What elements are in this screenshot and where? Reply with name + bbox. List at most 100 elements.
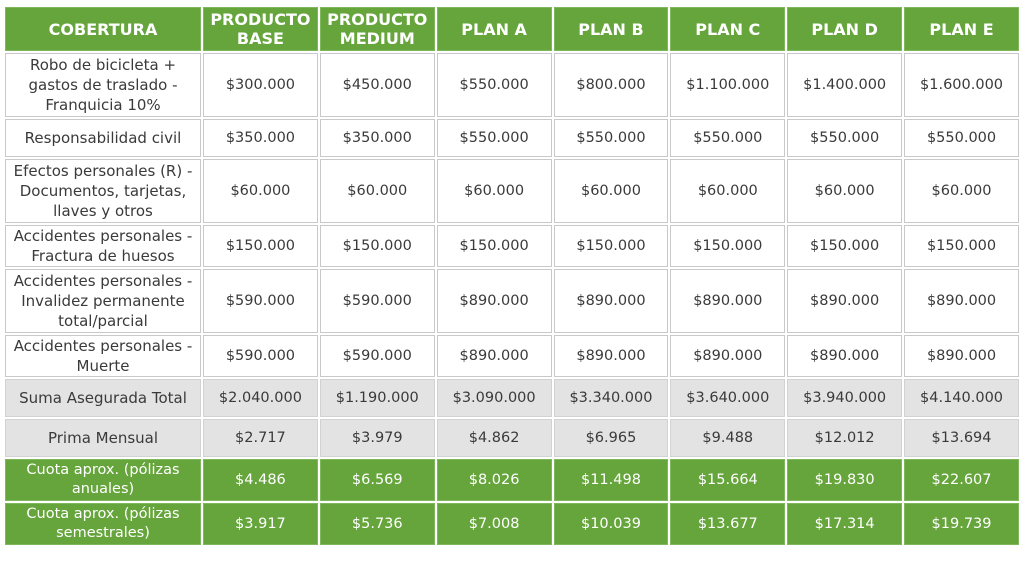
cell-value: $150.000: [553, 225, 669, 267]
header-plan-a: PLAN A: [436, 7, 552, 51]
cell-value: $3.640.000: [670, 379, 786, 417]
row-label: Responsabilidad civil: [5, 119, 201, 157]
row-label: Cuota aprox. (pólizas semestrales): [5, 503, 201, 545]
cell-value: $890.000: [787, 269, 903, 333]
row-label: Cuota aprox. (pólizas anuales): [5, 459, 201, 501]
coverage-table: COBERTURA PRODUCTO BASE PRODUCTO MEDIUM …: [3, 5, 1021, 547]
table-row: Responsabilidad civil $350.000 $350.000 …: [5, 119, 1019, 157]
cell-value: $890.000: [553, 269, 669, 333]
cell-value: $150.000: [904, 225, 1019, 267]
row-label: Prima Mensual: [5, 419, 201, 457]
header-plan-c: PLAN C: [670, 7, 786, 51]
cell-value: $9.488: [670, 419, 786, 457]
cell-value: $1.400.000: [787, 53, 903, 117]
cell-value: $550.000: [670, 119, 786, 157]
cell-value: $590.000: [319, 269, 435, 333]
header-producto-medium: PRODUCTO MEDIUM: [319, 7, 435, 51]
cell-value: $150.000: [787, 225, 903, 267]
cell-value: $8.026: [436, 459, 552, 501]
cell-value: $590.000: [203, 269, 318, 333]
cell-value: $5.736: [319, 503, 435, 545]
cell-value: $890.000: [670, 335, 786, 377]
cell-value: $350.000: [319, 119, 435, 157]
summary-row-total: Suma Asegurada Total $2.040.000 $1.190.0…: [5, 379, 1019, 417]
cell-value: $800.000: [553, 53, 669, 117]
header-producto-base: PRODUCTO BASE: [203, 7, 318, 51]
cell-value: $1.190.000: [319, 379, 435, 417]
row-label: Suma Asegurada Total: [5, 379, 201, 417]
cell-value: $3.340.000: [553, 379, 669, 417]
cell-value: $4.140.000: [904, 379, 1019, 417]
cell-value: $2.040.000: [203, 379, 318, 417]
cell-value: $3.090.000: [436, 379, 552, 417]
cell-value: $15.664: [670, 459, 786, 501]
cell-value: $12.012: [787, 419, 903, 457]
row-label: Efectos personales (R) - Documentos, tar…: [5, 159, 201, 223]
cell-value: $890.000: [436, 335, 552, 377]
cell-value: $60.000: [787, 159, 903, 223]
table-row: Robo de bicicleta + gastos de traslado -…: [5, 53, 1019, 117]
cell-value: $60.000: [319, 159, 435, 223]
cell-value: $4.486: [203, 459, 318, 501]
cell-value: $22.607: [904, 459, 1019, 501]
quota-row-annual: Cuota aprox. (pólizas anuales) $4.486 $6…: [5, 459, 1019, 501]
header-plan-e: PLAN E: [904, 7, 1019, 51]
row-label: Robo de bicicleta + gastos de traslado -…: [5, 53, 201, 117]
cell-value: $150.000: [319, 225, 435, 267]
cell-value: $890.000: [904, 269, 1019, 333]
cell-value: $550.000: [436, 53, 552, 117]
cell-value: $150.000: [436, 225, 552, 267]
row-label: Accidentes personales - Muerte: [5, 335, 201, 377]
cell-value: $2.717: [203, 419, 318, 457]
cell-value: $890.000: [436, 269, 552, 333]
row-label: Accidentes personales - Invalidez perman…: [5, 269, 201, 333]
cell-value: $7.008: [436, 503, 552, 545]
cell-value: $6.569: [319, 459, 435, 501]
cell-value: $6.965: [553, 419, 669, 457]
cell-value: $890.000: [553, 335, 669, 377]
table-row: Accidentes personales - Invalidez perman…: [5, 269, 1019, 333]
cell-value: $550.000: [436, 119, 552, 157]
cell-value: $150.000: [203, 225, 318, 267]
cell-value: $890.000: [787, 335, 903, 377]
cell-value: $17.314: [787, 503, 903, 545]
table-row: Accidentes personales - Muerte $590.000 …: [5, 335, 1019, 377]
cell-value: $890.000: [670, 269, 786, 333]
cell-value: $590.000: [203, 335, 318, 377]
cell-value: $60.000: [203, 159, 318, 223]
cell-value: $10.039: [553, 503, 669, 545]
cell-value: $890.000: [904, 335, 1019, 377]
header-cobertura: COBERTURA: [5, 7, 201, 51]
cell-value: $300.000: [203, 53, 318, 117]
cell-value: $13.694: [904, 419, 1019, 457]
cell-value: $11.498: [553, 459, 669, 501]
cell-value: $60.000: [670, 159, 786, 223]
cell-value: $590.000: [319, 335, 435, 377]
cell-value: $3.917: [203, 503, 318, 545]
cell-value: $4.862: [436, 419, 552, 457]
cell-value: $19.830: [787, 459, 903, 501]
cell-value: $13.677: [670, 503, 786, 545]
cell-value: $1.600.000: [904, 53, 1019, 117]
cell-value: $60.000: [436, 159, 552, 223]
cell-value: $60.000: [553, 159, 669, 223]
header-plan-b: PLAN B: [553, 7, 669, 51]
cell-value: $150.000: [670, 225, 786, 267]
cell-value: $550.000: [904, 119, 1019, 157]
table-row: Accidentes personales - Fractura de hues…: [5, 225, 1019, 267]
summary-row-premium: Prima Mensual $2.717 $3.979 $4.862 $6.96…: [5, 419, 1019, 457]
row-label: Accidentes personales - Fractura de hues…: [5, 225, 201, 267]
quota-row-semiannual: Cuota aprox. (pólizas semestrales) $3.91…: [5, 503, 1019, 545]
table-row: Efectos personales (R) - Documentos, tar…: [5, 159, 1019, 223]
cell-value: $350.000: [203, 119, 318, 157]
cell-value: $550.000: [553, 119, 669, 157]
cell-value: $550.000: [787, 119, 903, 157]
cell-value: $1.100.000: [670, 53, 786, 117]
cell-value: $3.979: [319, 419, 435, 457]
cell-value: $3.940.000: [787, 379, 903, 417]
header-plan-d: PLAN D: [787, 7, 903, 51]
cell-value: $19.739: [904, 503, 1019, 545]
cell-value: $450.000: [319, 53, 435, 117]
header-row: COBERTURA PRODUCTO BASE PRODUCTO MEDIUM …: [5, 7, 1019, 51]
cell-value: $60.000: [904, 159, 1019, 223]
